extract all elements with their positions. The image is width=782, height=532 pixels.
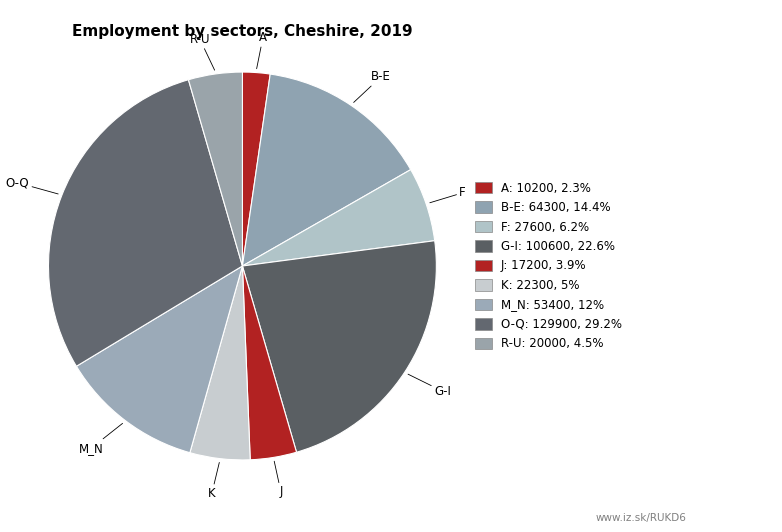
Wedge shape [242,240,436,452]
Text: Employment by sectors, Cheshire, 2019: Employment by sectors, Cheshire, 2019 [72,24,413,39]
Text: www.iz.sk/RUKD6: www.iz.sk/RUKD6 [596,513,687,523]
Wedge shape [242,72,271,266]
Text: J: J [274,461,282,498]
Wedge shape [77,266,242,453]
Wedge shape [48,80,242,366]
Text: B-E: B-E [353,70,391,103]
Wedge shape [190,266,250,460]
Text: F: F [430,186,466,203]
Text: A: A [256,31,267,69]
Wedge shape [242,266,296,460]
Text: O-Q: O-Q [5,176,58,194]
Wedge shape [242,74,411,266]
Text: M_N: M_N [79,423,123,454]
Legend: A: 10200, 2.3%, B-E: 64300, 14.4%, F: 27600, 6.2%, G-I: 100600, 22.6%, J: 17200,: A: 10200, 2.3%, B-E: 64300, 14.4%, F: 27… [475,181,622,351]
Text: K: K [208,462,219,500]
Wedge shape [188,72,242,266]
Text: G-I: G-I [408,374,451,397]
Text: R-U: R-U [190,33,214,70]
Wedge shape [242,170,435,266]
